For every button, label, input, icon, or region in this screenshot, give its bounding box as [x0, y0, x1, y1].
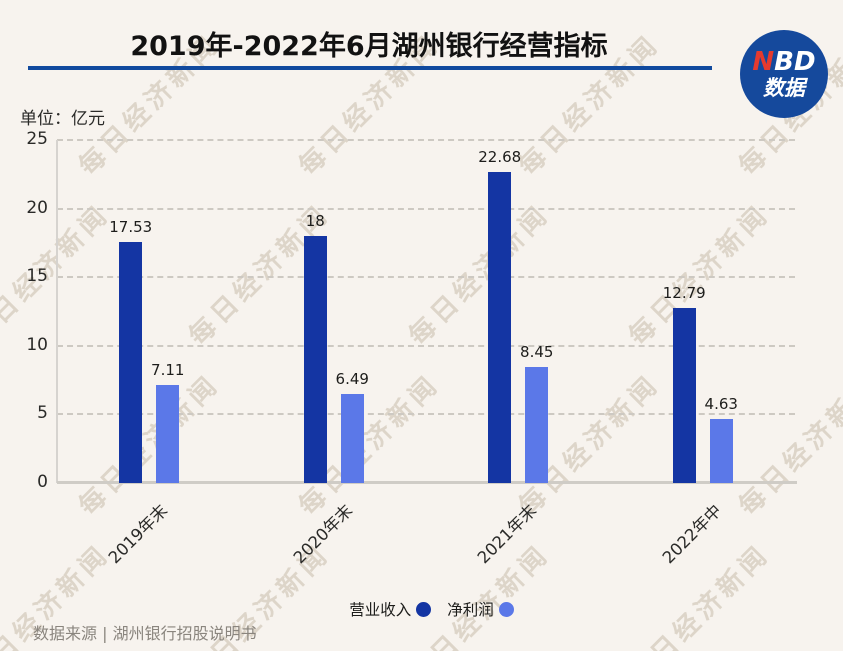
x-axis-label: 2021年末 — [474, 500, 541, 568]
x-axis-line — [57, 481, 797, 484]
unit-label: 单位：亿元 — [20, 109, 105, 129]
gridline-25 — [57, 139, 795, 141]
bar-value-label: 22.68 — [478, 147, 522, 166]
legend-item-revenue: 营业收入 — [349, 598, 432, 620]
y-tick-label: 5 — [37, 403, 48, 424]
bar-series1-cat1 — [119, 242, 143, 483]
y-tick-label: 10 — [26, 334, 48, 355]
nbd-logo-text: NBD — [752, 49, 815, 76]
y-tick-label: 20 — [26, 197, 48, 218]
bar-series1-cat2 — [303, 236, 327, 483]
bar-series2-cat4 — [709, 419, 733, 483]
bar-value-label: 7.11 — [151, 361, 185, 380]
legend-label-profit: 净利润 — [447, 601, 494, 619]
gridline-15 — [57, 276, 795, 279]
title-divider — [28, 66, 712, 70]
bar-series2-cat1 — [156, 385, 180, 483]
gridline-5 — [57, 413, 795, 416]
bar-value-label: 4.63 — [704, 395, 738, 414]
bar-series2-cat2 — [340, 393, 364, 483]
nbd-logo-subtext: 数据 — [763, 75, 805, 100]
bar-series2-cat3 — [525, 367, 549, 483]
legend-label-revenue: 营业收入 — [349, 601, 412, 619]
page-title: 2019年-2022年6月湖州银行经营指标 — [130, 31, 608, 62]
legend: 营业收入 净利润 — [10, 598, 843, 620]
bar-value-label: 6.49 — [335, 369, 369, 388]
nbd-logo: NBD 数据 — [740, 30, 828, 118]
nbd-logo-n: N — [752, 47, 775, 78]
bar-series1-cat4 — [672, 307, 696, 483]
legend-item-profit: 净利润 — [447, 598, 514, 620]
x-axis-label: 2019年末 — [105, 500, 172, 568]
legend-swatch-profit — [498, 601, 514, 617]
bar-series1-cat3 — [488, 171, 512, 483]
y-tick-label: 15 — [26, 266, 48, 287]
y-tick-label: 0 — [37, 472, 48, 492]
bar-value-label: 18 — [305, 212, 325, 231]
y-axis-line — [56, 140, 58, 483]
x-axis-label: 2020年末 — [289, 500, 357, 568]
bar-value-label: 12.79 — [662, 283, 706, 302]
data-source: 数据来源 | 湖州银行招股说明书 — [33, 624, 257, 643]
bar-value-label: 8.45 — [520, 343, 554, 362]
y-tick-label: 25 — [26, 129, 48, 149]
nbd-logo-bd: BD — [774, 47, 816, 78]
legend-swatch-revenue — [416, 601, 432, 617]
x-axis-label: 2022年中 — [658, 500, 726, 568]
gridline-20 — [57, 207, 795, 210]
gridline-10 — [57, 344, 795, 347]
bar-value-label: 17.53 — [109, 218, 153, 237]
